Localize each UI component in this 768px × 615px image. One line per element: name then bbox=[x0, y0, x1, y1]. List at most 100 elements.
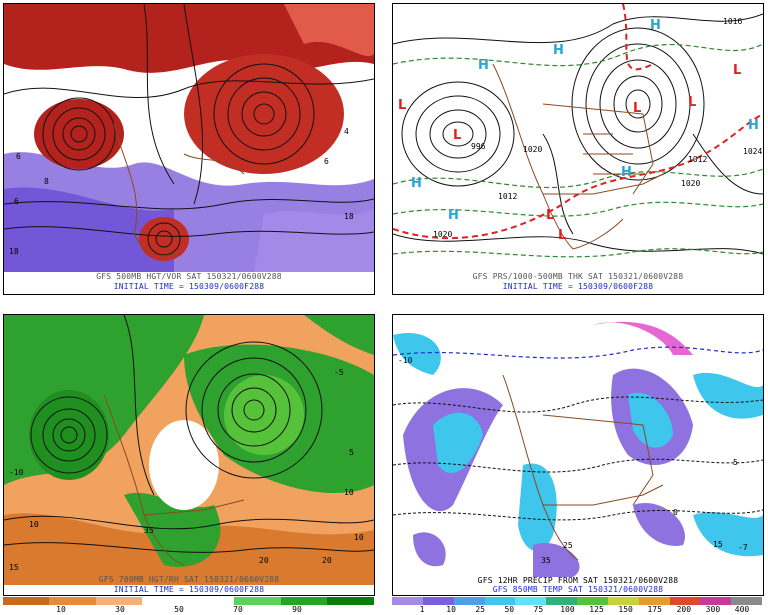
map-label: 6 bbox=[14, 197, 19, 206]
scale-segment bbox=[669, 597, 701, 605]
map-label: 35 bbox=[144, 526, 154, 535]
panel-caption-secondary: GFS 850MB TEMP SAT 150321/0600V288 bbox=[492, 585, 664, 594]
scale-tick-label: 10 bbox=[56, 605, 66, 614]
map-label: 18 bbox=[9, 247, 19, 256]
low-pressure-marker: L bbox=[546, 208, 554, 223]
isobar-label: 1016 bbox=[723, 17, 742, 26]
initial-time: INITIAL TIME = 150309/0600F288 bbox=[113, 585, 265, 594]
map-label: 20 bbox=[322, 556, 332, 565]
scale-tick-label: 10 bbox=[446, 605, 456, 614]
panel-700mb-humidity: 10 -10 -5 5 35 20 20 10 15 10 GFS 700MB … bbox=[3, 314, 375, 596]
panel-caption: GFS 700MB HGT/RH SAT 150321/0600V288 bbox=[98, 575, 280, 584]
low-pressure-marker: L bbox=[688, 95, 696, 110]
scale-segment bbox=[234, 597, 281, 605]
panel-precip-850mb-temp: -10 5 0 35 25 15 -7 GFS 12HR PRECIP FROM… bbox=[392, 314, 764, 596]
map-label: 20 bbox=[259, 556, 269, 565]
map-label: 6 bbox=[16, 152, 21, 161]
map-label: -10 bbox=[9, 468, 24, 477]
panel-caption: GFS PRS/1000-500MB THK SAT 150321/0600V2… bbox=[472, 272, 684, 281]
precip-color-scale bbox=[392, 597, 763, 605]
scale-segment bbox=[515, 597, 547, 605]
scale-segment bbox=[392, 597, 424, 605]
scale-segment bbox=[326, 597, 374, 605]
scale-tick-label: 50 bbox=[504, 605, 515, 614]
scale-segment bbox=[49, 597, 96, 605]
scale-segment bbox=[453, 597, 485, 605]
map-label: 10 bbox=[29, 520, 39, 529]
initial-time: INITIAL TIME = 150309/0600F288 bbox=[113, 282, 265, 291]
isobar-label: 1020 bbox=[681, 179, 700, 188]
scale-tick-label: 175 bbox=[647, 605, 662, 614]
isobar-label: 1020 bbox=[523, 145, 542, 154]
precip-map: -10 5 0 35 25 15 -7 bbox=[393, 315, 763, 577]
low-pressure-marker: L bbox=[733, 63, 741, 78]
scale-tick-label: 30 bbox=[115, 605, 125, 614]
scale-segment bbox=[638, 597, 670, 605]
scale-tick-label: 100 bbox=[560, 605, 575, 614]
map-label: 10 bbox=[354, 533, 364, 542]
scale-segment bbox=[607, 597, 640, 605]
map-label: -5 bbox=[334, 368, 344, 377]
map-label: 25 bbox=[563, 541, 573, 550]
isobar-label: 996 bbox=[471, 142, 486, 151]
map-label: 35 bbox=[541, 556, 551, 565]
map-label: 0 bbox=[673, 508, 678, 517]
scale-tick-label: 125 bbox=[589, 605, 604, 614]
map-label: 6 bbox=[324, 157, 329, 166]
scale-tick-label: 400 bbox=[734, 605, 750, 614]
scale-tick-label: 300 bbox=[705, 605, 721, 614]
vorticity-map: 6 8 4 6 18 18 6 bbox=[4, 4, 374, 272]
panel-pressure-thickness: H H H H H H H L L L L L L L 1020 1020 10… bbox=[392, 3, 764, 295]
humidity-map: 10 -10 -5 5 35 20 20 10 15 10 bbox=[4, 315, 374, 585]
low-pressure-marker: L bbox=[633, 101, 641, 116]
high-pressure-marker: H bbox=[448, 208, 459, 223]
scale-tick-label: 90 bbox=[292, 605, 302, 614]
high-pressure-marker: H bbox=[650, 18, 661, 33]
scale-tick-label: 70 bbox=[233, 605, 243, 614]
scale-tick-label: 1 bbox=[419, 605, 425, 614]
scale-segment bbox=[3, 597, 50, 605]
scale-segment bbox=[141, 597, 189, 605]
map-label: 10 bbox=[344, 488, 354, 497]
scale-tick-label: 50 bbox=[174, 605, 184, 614]
isobar-label: 1012 bbox=[498, 192, 517, 201]
scale-segment bbox=[577, 597, 609, 605]
scale-segment bbox=[546, 597, 578, 605]
isobar-label: 1024 bbox=[743, 147, 762, 156]
map-label: 8 bbox=[44, 177, 49, 186]
panel-caption: GFS 500MB HGT/VOR SAT 150321/0600V288 bbox=[96, 272, 282, 281]
high-pressure-marker: H bbox=[621, 165, 632, 180]
map-label: 5 bbox=[349, 448, 354, 457]
scale-segment bbox=[484, 597, 516, 605]
rh-scale-labels: 10 30 50 70 90 bbox=[3, 605, 373, 615]
high-pressure-marker: H bbox=[478, 58, 489, 73]
scale-tick-label: 150 bbox=[618, 605, 633, 614]
map-label: 18 bbox=[344, 212, 354, 221]
high-pressure-marker: H bbox=[553, 43, 564, 58]
scale-segment bbox=[280, 597, 328, 605]
scale-segment bbox=[700, 597, 732, 605]
map-label: 4 bbox=[344, 127, 349, 136]
map-label: 5 bbox=[733, 458, 738, 467]
pressure-map: H H H H H H H L L L L L L L 1020 1020 10… bbox=[393, 4, 763, 272]
isobar-label: 1012 bbox=[688, 155, 707, 164]
rh-color-scale bbox=[3, 597, 374, 605]
low-pressure-marker: L bbox=[453, 128, 461, 143]
panel-caption: GFS 12HR PRECIP FROM SAT 150321/0600V288 bbox=[477, 576, 679, 585]
map-label: -10 bbox=[398, 356, 413, 365]
scale-segment bbox=[422, 597, 455, 605]
scale-segment bbox=[188, 597, 235, 605]
isobar-label: 1020 bbox=[433, 230, 452, 239]
scale-tick-label: 25 bbox=[475, 605, 485, 614]
map-label: 15 bbox=[713, 540, 723, 549]
high-pressure-marker: H bbox=[748, 118, 759, 133]
scale-segment bbox=[731, 597, 763, 605]
scale-segment bbox=[95, 597, 143, 605]
low-pressure-marker: L bbox=[398, 98, 406, 113]
scale-tick-label: 200 bbox=[676, 605, 692, 614]
low-pressure-marker: L bbox=[558, 228, 566, 243]
panel-500mb-vorticity: 6 8 4 6 18 18 6 GFS 500MB HGT/VOR SAT 15… bbox=[3, 3, 375, 295]
initial-time: INITIAL TIME = 150309/0600F288 bbox=[502, 282, 654, 291]
precip-scale-labels: 1 10 25 50 75 100 125 150 175 200 300 400 bbox=[392, 605, 762, 615]
map-label: -7 bbox=[738, 543, 748, 552]
